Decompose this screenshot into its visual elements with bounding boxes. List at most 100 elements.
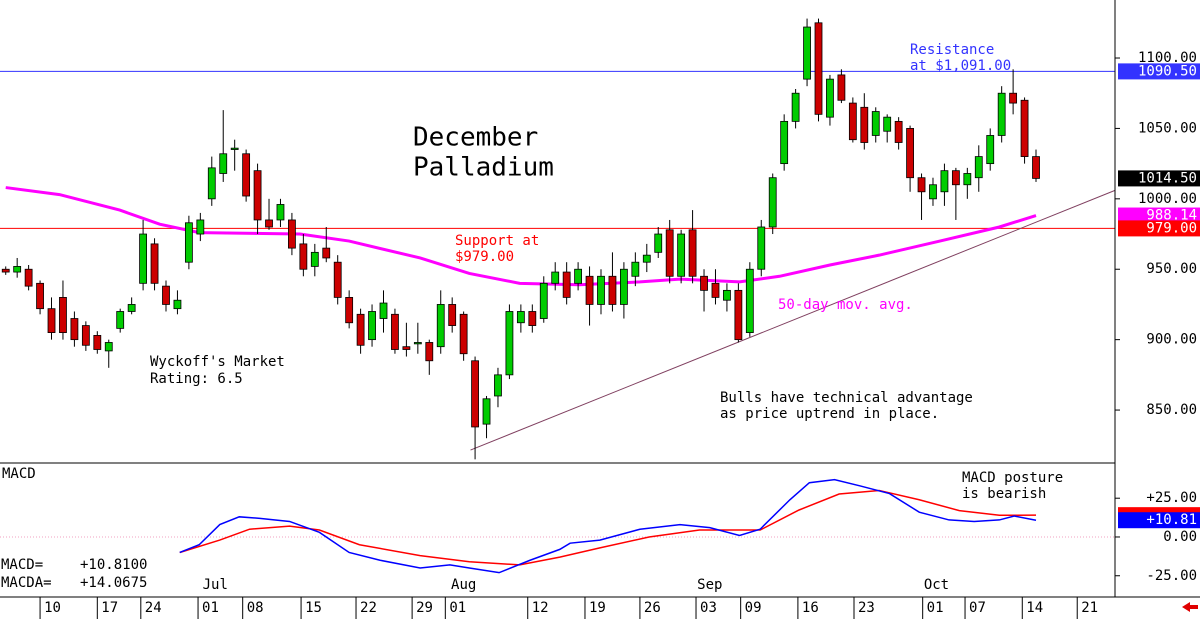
annotation: at $1,091.00 bbox=[910, 58, 1011, 74]
candle-body bbox=[368, 311, 376, 341]
candle-body bbox=[803, 26, 811, 80]
candle-body bbox=[814, 22, 823, 115]
month-label: Sep bbox=[697, 577, 722, 593]
x-tick-label: 01 bbox=[927, 600, 944, 616]
candle-body bbox=[883, 116, 892, 132]
x-tick-label: 29 bbox=[416, 600, 433, 616]
candle-body bbox=[929, 184, 937, 200]
candle-body bbox=[322, 247, 331, 259]
y-tick-label: 1100.00 bbox=[1138, 50, 1197, 66]
candle-body bbox=[448, 304, 457, 326]
candle-body bbox=[963, 173, 972, 186]
candle-body bbox=[826, 78, 834, 118]
candle-body bbox=[974, 156, 983, 179]
candle-body bbox=[516, 311, 525, 324]
macd-line bbox=[179, 478, 1037, 574]
y-tick-label: 850.00 bbox=[1146, 402, 1197, 418]
candle-body bbox=[608, 275, 617, 305]
candle-body bbox=[757, 226, 766, 270]
candle-body bbox=[310, 251, 319, 267]
y-tick-label: 1050.00 bbox=[1138, 120, 1197, 136]
candle-body bbox=[265, 219, 273, 228]
candle-body bbox=[871, 111, 880, 136]
annotation: Bulls have technical advantage bbox=[720, 390, 973, 406]
candle-body bbox=[677, 233, 686, 277]
x-tick-label: 17 bbox=[101, 600, 118, 616]
candle-body bbox=[917, 177, 926, 193]
annotation: 50-day mov. avg. bbox=[778, 297, 913, 313]
panel-title: MACD bbox=[2, 466, 36, 482]
candle-body bbox=[711, 282, 720, 298]
candle-body bbox=[745, 268, 754, 334]
candle-body bbox=[951, 170, 960, 186]
y-tick-label: 950.00 bbox=[1146, 261, 1197, 277]
candle-body bbox=[768, 177, 777, 228]
candle-body bbox=[1032, 156, 1040, 179]
candle-body bbox=[539, 282, 548, 319]
candle-body bbox=[104, 342, 113, 352]
nav-arrow[interactable] bbox=[1182, 602, 1198, 612]
candle-body bbox=[551, 271, 560, 284]
macd-line bbox=[179, 489, 1037, 566]
annotation: MACD posture bbox=[962, 470, 1063, 486]
month-label: Jul bbox=[203, 577, 228, 593]
x-tick-label: 26 bbox=[644, 600, 661, 616]
candle-body bbox=[345, 297, 354, 324]
candle-body bbox=[184, 222, 193, 263]
candle-body bbox=[288, 219, 296, 249]
candle-body bbox=[528, 311, 537, 326]
candle-body bbox=[642, 254, 651, 263]
candle-body bbox=[59, 297, 67, 334]
candle-body bbox=[127, 304, 136, 312]
candle-body bbox=[47, 308, 56, 334]
x-tick-label: 23 bbox=[858, 600, 875, 616]
candle-body bbox=[734, 289, 743, 341]
moving-average bbox=[5, 186, 1037, 287]
candle-body bbox=[116, 311, 125, 329]
x-tick-label: 09 bbox=[745, 600, 762, 616]
x-tick-label: 22 bbox=[360, 600, 377, 616]
x-tick-label: 01 bbox=[449, 600, 466, 616]
candle-body bbox=[791, 92, 800, 122]
x-tick-label: 07 bbox=[969, 600, 986, 616]
candle-body bbox=[162, 285, 170, 305]
x-tick-label: 16 bbox=[802, 600, 819, 616]
x-tick-label: 21 bbox=[1081, 600, 1098, 616]
candle-body bbox=[894, 120, 903, 143]
candle-body bbox=[276, 204, 285, 221]
trend-line bbox=[470, 189, 1116, 451]
candle-body bbox=[402, 346, 411, 350]
candle-body bbox=[242, 153, 251, 197]
candle-body bbox=[505, 311, 514, 376]
candle-body bbox=[207, 167, 216, 200]
candle-body bbox=[619, 268, 628, 305]
candle-body bbox=[413, 342, 422, 345]
candle-body bbox=[356, 313, 365, 346]
candle-body bbox=[24, 268, 33, 287]
candle-body bbox=[425, 342, 434, 362]
readout-box bbox=[0, 555, 178, 597]
y-tick-label: 1000.00 bbox=[1138, 191, 1197, 207]
candle-body bbox=[436, 304, 445, 348]
candle-body bbox=[139, 233, 147, 284]
candle-body bbox=[253, 170, 262, 221]
y-tick-label: 0.00 bbox=[1163, 529, 1197, 545]
month-label: Oct bbox=[924, 577, 949, 593]
chart-title: Palladium bbox=[413, 153, 554, 183]
x-tick-label: 12 bbox=[532, 600, 549, 616]
readout-value: +14.0675 bbox=[80, 575, 147, 591]
candle-body bbox=[574, 268, 583, 284]
candle-body bbox=[997, 92, 1006, 136]
annotation: Wyckoff's Market bbox=[150, 354, 285, 370]
ma-value-box bbox=[1118, 207, 1200, 224]
macd-value-box bbox=[1118, 512, 1200, 529]
candle-body bbox=[837, 74, 846, 101]
candle-body bbox=[906, 128, 914, 179]
candle-body bbox=[36, 282, 44, 310]
candle-body bbox=[654, 233, 663, 253]
candle-body bbox=[562, 271, 571, 298]
x-tick-label: 08 bbox=[247, 600, 264, 616]
candle-body bbox=[471, 360, 479, 428]
